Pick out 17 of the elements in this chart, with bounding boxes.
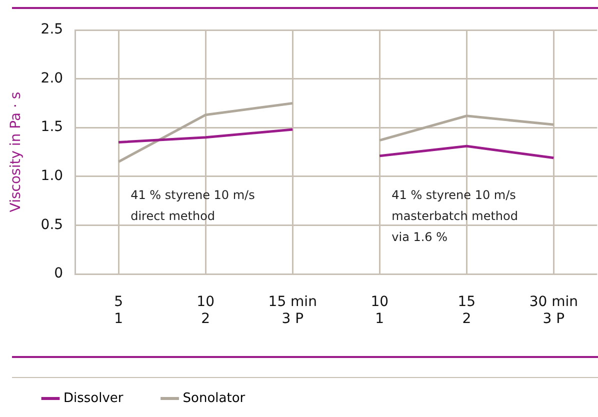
annotation: 41 % styrene 10 m/s masterbatch method via 1.6 % [392, 188, 518, 244]
y-tick-label: 1.5 [40, 119, 64, 136]
x-tick-label: 15 min 3 P [268, 294, 317, 327]
y-tick-label: 0 [54, 266, 64, 282]
y-tick-label: 2.5 [40, 22, 64, 38]
y-tick-label: 2.0 [40, 70, 64, 86]
legend-label: Sonolator [182, 390, 246, 406]
x-tick-label: 15 2 [458, 294, 476, 327]
y-tick-label: 0.5 [40, 216, 64, 233]
y-axis-title: Viscosity in Pa · s [8, 92, 24, 212]
x-tick-label: 30 min 3 P [529, 294, 578, 327]
x-tick-label: 10 1 [370, 294, 389, 327]
x-tick-label: 10 2 [196, 294, 215, 327]
annotation: 41 % styrene 10 m/s direct method [130, 188, 255, 224]
legend-label: Dissolver [64, 390, 124, 406]
y-tick-label: 1.0 [40, 168, 64, 184]
x-tick-label: 5 1 [114, 294, 124, 327]
